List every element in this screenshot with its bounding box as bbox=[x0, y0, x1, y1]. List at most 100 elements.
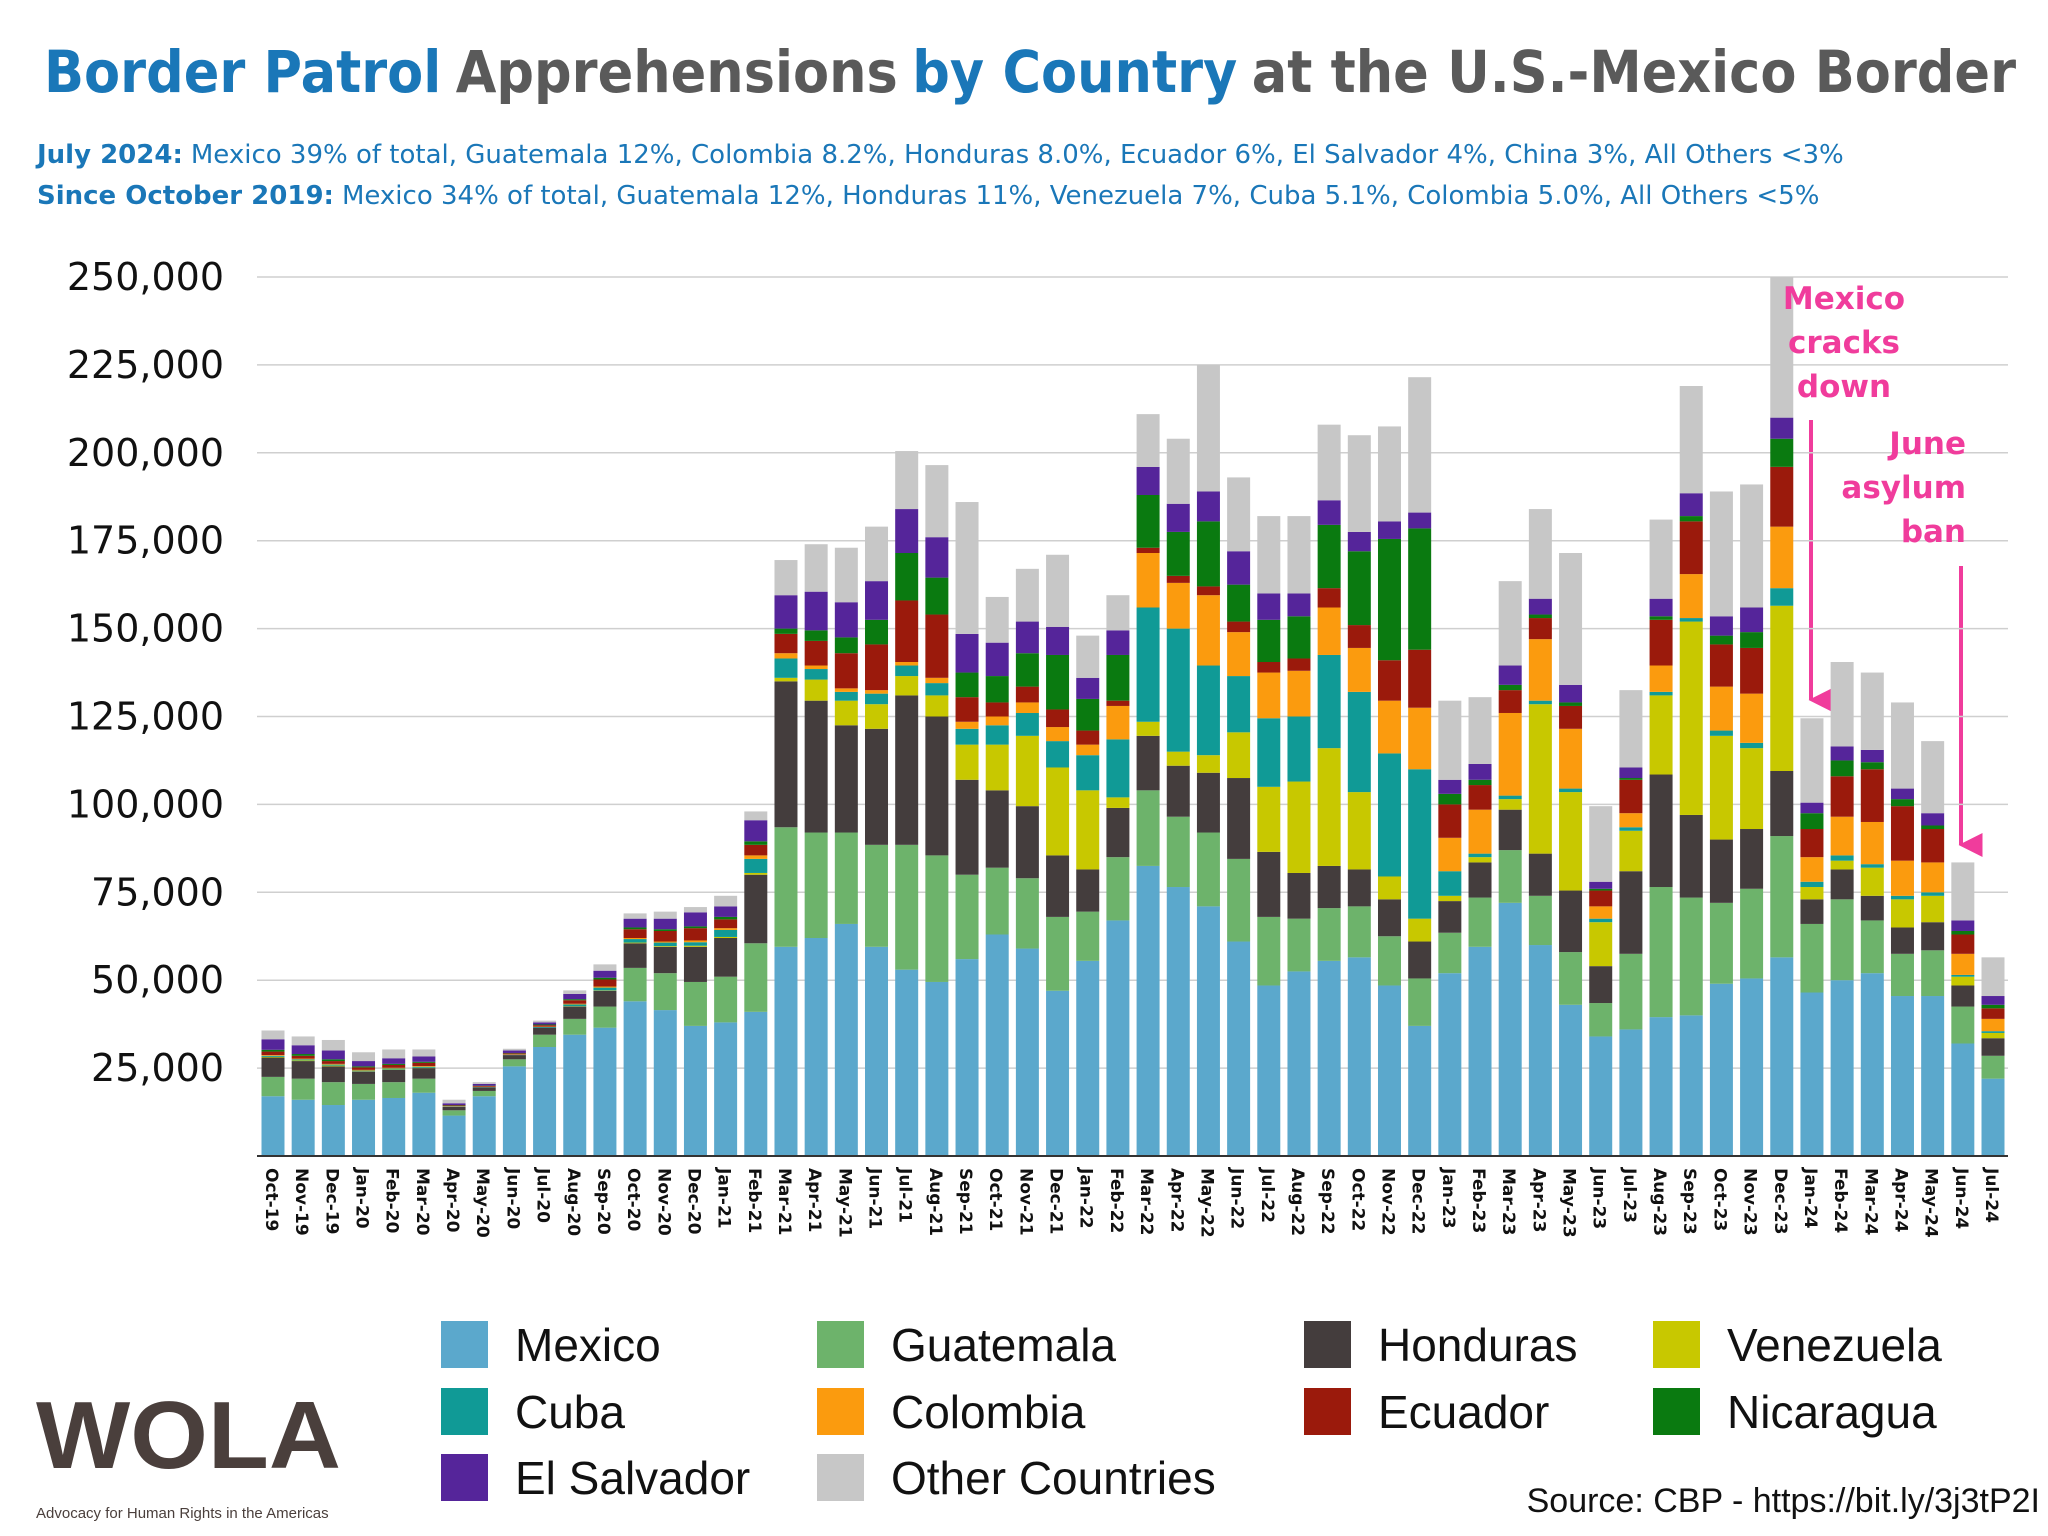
bar-segment bbox=[593, 990, 617, 1007]
bar-segment bbox=[1408, 918, 1432, 942]
bar-segment bbox=[261, 1039, 285, 1050]
bar-segment bbox=[291, 1061, 315, 1079]
bar-segment bbox=[1709, 616, 1733, 636]
x-tick-label: Feb-22 bbox=[1106, 1168, 1126, 1233]
title-part: Border Patrol bbox=[44, 38, 441, 106]
bar-segment bbox=[1377, 700, 1401, 754]
bar-segment bbox=[623, 913, 647, 919]
legend-swatch bbox=[817, 1321, 864, 1368]
bar-segment bbox=[1468, 763, 1492, 780]
bar-segment bbox=[1257, 662, 1281, 673]
bar-segment bbox=[834, 725, 858, 833]
bar-segment bbox=[1106, 630, 1130, 655]
bar-segment bbox=[1046, 916, 1070, 991]
bar-segment bbox=[1377, 899, 1401, 937]
bar-segment bbox=[291, 1055, 315, 1059]
bar-segment bbox=[1649, 691, 1673, 696]
bar-segment bbox=[261, 1096, 285, 1156]
bar-segment bbox=[1408, 528, 1432, 650]
bar-segment bbox=[1015, 702, 1039, 713]
bar-segment bbox=[472, 1082, 496, 1084]
bar-segment bbox=[1076, 744, 1100, 756]
bar-segment bbox=[533, 1026, 557, 1028]
bar-segment bbox=[1951, 930, 1975, 935]
annotation: Mexico bbox=[1783, 281, 1905, 317]
bar-segment bbox=[1498, 809, 1522, 851]
bar-segment bbox=[1770, 588, 1794, 606]
bar-segment bbox=[1196, 832, 1220, 907]
bar-segment bbox=[1981, 1055, 2005, 1079]
bar-segment bbox=[1709, 839, 1733, 903]
bar-segment bbox=[834, 832, 858, 924]
bar-segment bbox=[683, 945, 707, 947]
legend-label: Honduras bbox=[1378, 1319, 1577, 1371]
bar-segment bbox=[352, 1067, 376, 1070]
x-tick-label: Dec-22 bbox=[1408, 1168, 1428, 1234]
annotation: cracks bbox=[1788, 325, 1900, 361]
bar-segment bbox=[925, 683, 949, 696]
bar-segment bbox=[1106, 920, 1130, 1156]
annotation: ban bbox=[1901, 514, 1966, 550]
bar-segment bbox=[1559, 702, 1583, 706]
bar-segment bbox=[1136, 553, 1160, 608]
bar-segment bbox=[714, 936, 738, 939]
bar-segment bbox=[321, 1065, 345, 1067]
bar-segment bbox=[1377, 936, 1401, 986]
bar-segment bbox=[1951, 920, 1975, 931]
bar-segment bbox=[865, 844, 889, 947]
bar-segment bbox=[502, 1055, 526, 1060]
y-tick-label: 100,000 bbox=[67, 782, 224, 826]
bar-segment bbox=[623, 939, 647, 943]
bar-segment bbox=[1166, 531, 1190, 576]
bar-segment bbox=[1227, 732, 1251, 779]
x-tick-label: Apr-21 bbox=[804, 1168, 824, 1232]
x-tick-label: Aug-21 bbox=[925, 1168, 945, 1236]
bar-segment bbox=[1106, 705, 1130, 740]
bar-segment bbox=[1619, 778, 1643, 780]
bar-segment bbox=[1136, 790, 1160, 866]
bar-segment bbox=[653, 946, 677, 974]
x-tick-label: May-21 bbox=[834, 1168, 854, 1238]
bar-segment bbox=[1257, 916, 1281, 986]
bar-segment bbox=[1860, 895, 1884, 921]
bar-segment bbox=[623, 1001, 647, 1156]
bar-segment bbox=[1981, 1008, 2005, 1019]
bar-segment bbox=[1770, 605, 1794, 771]
bar-segment bbox=[834, 637, 858, 654]
bar-segment bbox=[1951, 1006, 1975, 1044]
bar-segment bbox=[442, 1106, 466, 1111]
x-tick-label: Jan-20 bbox=[352, 1167, 372, 1229]
x-tick-label: Jan-24 bbox=[1800, 1167, 1820, 1229]
bar-segment bbox=[1287, 593, 1311, 617]
bar-segment bbox=[1679, 493, 1703, 517]
bar-segment bbox=[1257, 985, 1281, 1156]
bar-segment bbox=[1076, 960, 1100, 1156]
bar-segment bbox=[1709, 730, 1733, 736]
bar-segment bbox=[925, 465, 949, 538]
bar-segment bbox=[1559, 1004, 1583, 1156]
bar-segment bbox=[1770, 417, 1794, 439]
legend-label: Colombia bbox=[891, 1386, 1086, 1438]
bar-segment bbox=[593, 1027, 617, 1156]
bar-segment bbox=[1438, 973, 1462, 1156]
bar-segment bbox=[1800, 829, 1824, 858]
bar-segment bbox=[533, 1027, 557, 1035]
bar-segment bbox=[1830, 776, 1854, 817]
bar-segment bbox=[1015, 948, 1039, 1156]
bar-segment bbox=[683, 928, 707, 941]
bar-segment bbox=[1800, 992, 1824, 1156]
bar-segment bbox=[1498, 581, 1522, 666]
bar-segment bbox=[321, 1039, 345, 1051]
bar-segment bbox=[744, 872, 768, 875]
x-tick-label: Oct-21 bbox=[985, 1168, 1005, 1231]
bar-segment bbox=[1981, 1004, 2005, 1009]
bar-segment bbox=[1257, 593, 1281, 620]
bar-segment bbox=[1046, 741, 1070, 768]
bar-segment bbox=[1196, 755, 1220, 773]
bar-segment bbox=[1619, 830, 1643, 872]
bar-segment bbox=[321, 1064, 345, 1066]
bar-segment bbox=[774, 560, 798, 596]
bar-segment bbox=[1015, 653, 1039, 687]
bar-segment bbox=[744, 855, 768, 859]
